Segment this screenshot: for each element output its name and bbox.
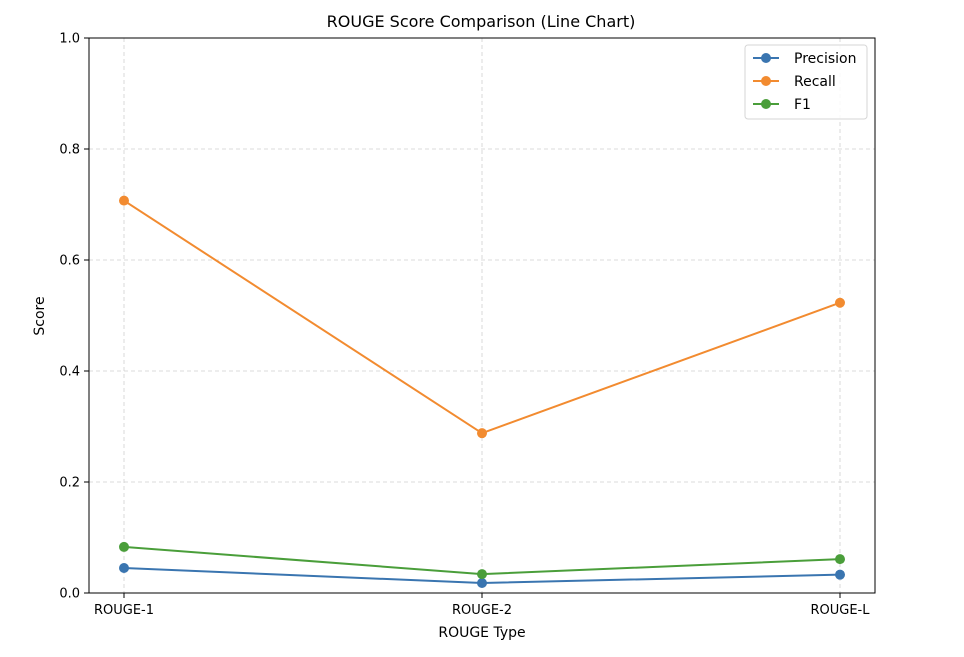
legend-item-recall: Recall bbox=[753, 74, 836, 90]
series-f1 bbox=[119, 541, 845, 580]
data-point-precision bbox=[477, 578, 487, 589]
legend: Precision Recall F1 bbox=[744, 44, 868, 120]
data-point-recall bbox=[119, 195, 129, 206]
x-tick-label: ROUGE-1 bbox=[94, 603, 154, 618]
grid-layer bbox=[89, 37, 875, 594]
data-point-precision bbox=[835, 569, 845, 580]
legend-swatch-marker-recall bbox=[761, 76, 771, 86]
chart-title: ROUGE Score Comparison (Line Chart) bbox=[327, 12, 636, 31]
y-tick-label: 1.0 bbox=[59, 32, 80, 47]
legend-item-precision: Precision bbox=[753, 51, 856, 67]
y-tick-label: 0.4 bbox=[59, 365, 80, 380]
legend-label-f1: F1 bbox=[794, 97, 811, 113]
y-tick-label: 0.8 bbox=[59, 143, 80, 158]
data-point-recall bbox=[477, 428, 487, 439]
legend-swatch-marker-f1 bbox=[761, 99, 771, 109]
legend-label-precision: Precision bbox=[794, 51, 856, 67]
data-point-precision bbox=[119, 563, 129, 574]
series-layer bbox=[119, 195, 845, 589]
y-tick-label: 0.6 bbox=[59, 254, 80, 269]
y-tick-label: 0.0 bbox=[59, 587, 80, 602]
legend-label-recall: Recall bbox=[794, 74, 836, 90]
data-point-f1 bbox=[119, 541, 129, 552]
data-point-f1 bbox=[477, 569, 487, 580]
y-axis-label: Score bbox=[32, 296, 48, 335]
legend-frame bbox=[744, 44, 868, 120]
legend-swatch-marker-precision bbox=[761, 53, 771, 63]
y-tick-label: 0.2 bbox=[59, 476, 80, 491]
y-axis-ticks: 0.0 0.2 0.4 0.6 0.8 1.0 bbox=[59, 32, 89, 602]
x-tick-label: ROUGE-L bbox=[810, 603, 870, 618]
series-recall bbox=[119, 195, 845, 439]
series-precision bbox=[119, 563, 845, 589]
x-tick-label: ROUGE-2 bbox=[452, 603, 512, 618]
legend-item-f1: F1 bbox=[753, 97, 811, 113]
x-axis-ticks: ROUGE-1 ROUGE-2 ROUGE-L bbox=[94, 593, 870, 618]
data-point-recall bbox=[835, 297, 845, 308]
x-axis-label: ROUGE Type bbox=[438, 625, 525, 641]
data-point-f1 bbox=[835, 554, 845, 565]
